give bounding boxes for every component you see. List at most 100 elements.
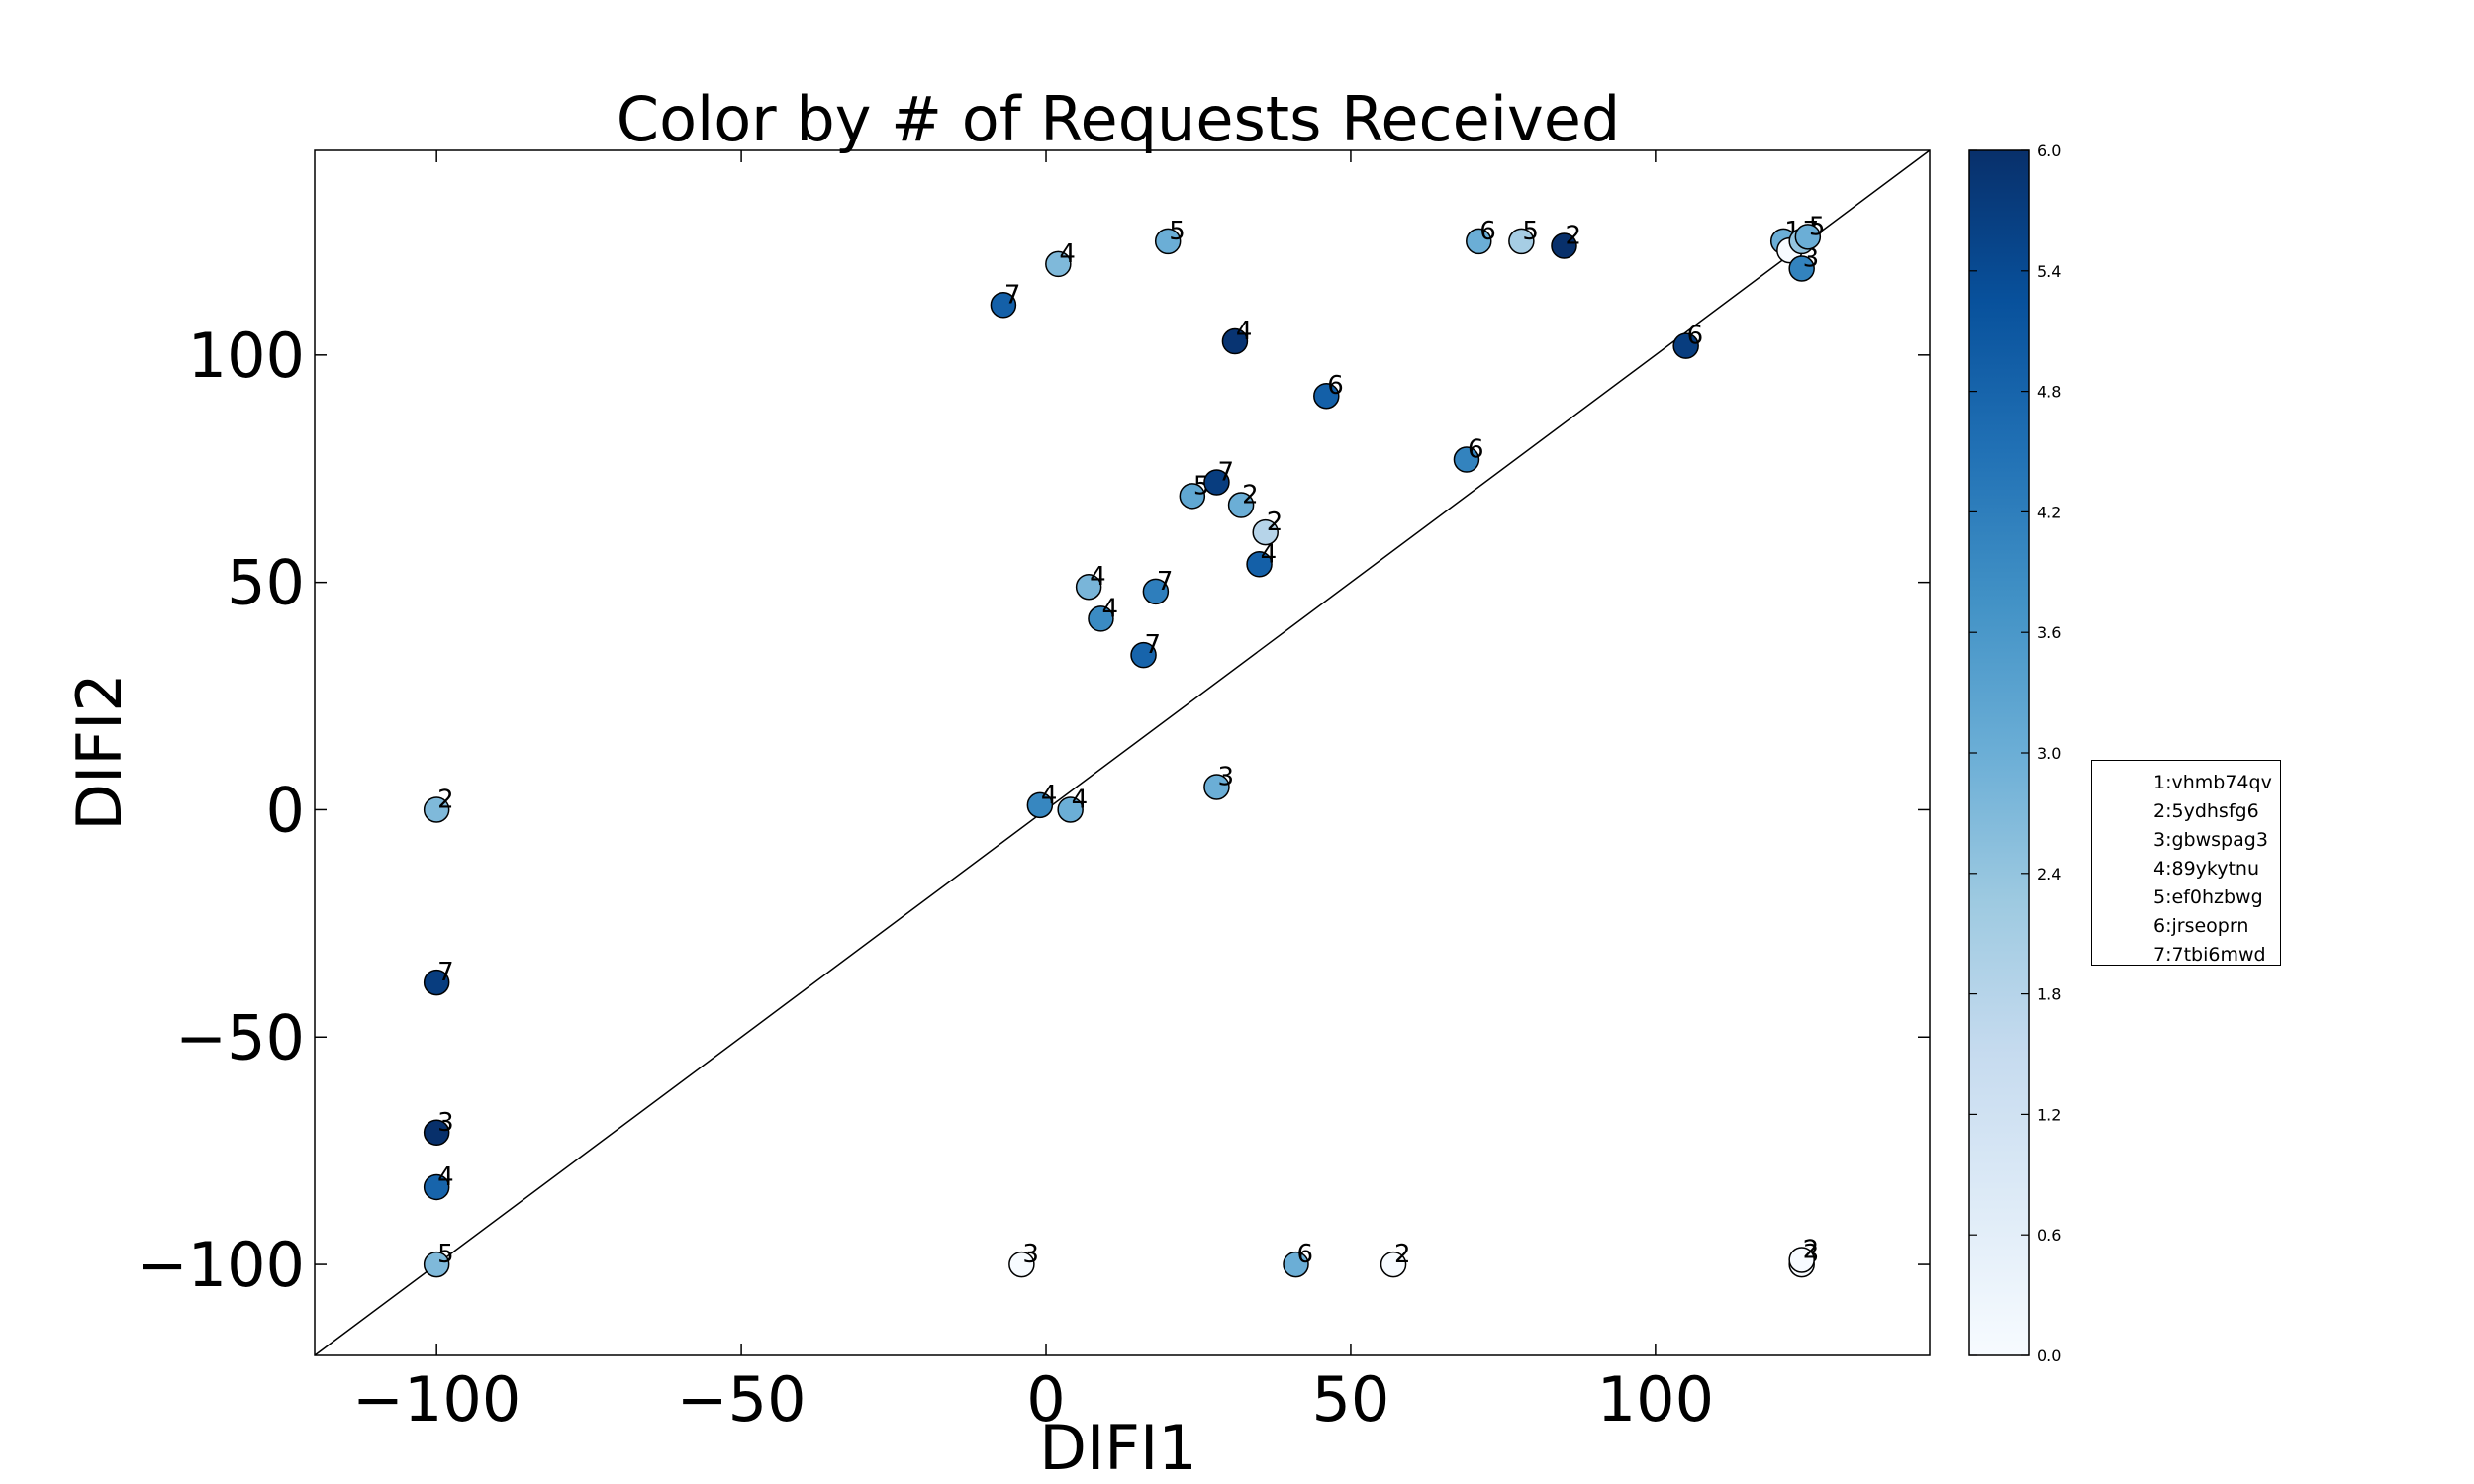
point-label: 6 (1687, 322, 1704, 351)
point-label: 4 (1041, 781, 1058, 810)
colorbar (1968, 149, 2030, 1356)
legend-entry: 4:89ykytnu (2153, 858, 2260, 880)
colorbar-tick-label: 5.4 (2037, 262, 2061, 281)
point-label: 7 (437, 958, 454, 987)
point-label: 3 (1022, 1240, 1039, 1269)
legend-entry: 5:ef0hzbwg (2153, 886, 2263, 908)
point-label: 2 (1242, 481, 1259, 510)
y-tick-label: −50 (175, 1001, 305, 1073)
data-point (1045, 250, 1072, 278)
data-point (1380, 1251, 1407, 1278)
point-label: 2 (437, 785, 454, 814)
data-point (1246, 551, 1273, 578)
data-point (1154, 228, 1182, 255)
data-point (423, 1173, 450, 1201)
data-point (1179, 483, 1206, 510)
data-point (1075, 573, 1102, 601)
point-label: 6 (1468, 435, 1484, 465)
point-label: 5 (437, 1240, 454, 1269)
y-tick-label: 50 (227, 547, 305, 619)
colorbar-tick-label: 4.8 (2037, 383, 2061, 402)
colorbar-tick-label: 1.2 (2037, 1105, 2061, 1124)
data-point (423, 1251, 450, 1278)
legend-entry: 2:5ydhsfg6 (2153, 800, 2259, 822)
legend-entry: 3:gbwspag3 (2153, 829, 2268, 851)
point-label: 7 (1004, 280, 1021, 310)
diagonal-reference-line (314, 149, 1931, 1356)
x-tick-label: 0 (1026, 1363, 1065, 1436)
data-point (1203, 774, 1230, 800)
colorbar-tick-label: 3.0 (2037, 744, 2061, 763)
point-label: 7 (1145, 630, 1162, 660)
data-point (1794, 224, 1822, 250)
data-point (1313, 382, 1340, 410)
point-label: 6 (1479, 217, 1496, 246)
y-tick-label: 0 (266, 774, 305, 846)
y-tick-label: −100 (137, 1229, 305, 1301)
data-point (1508, 228, 1535, 255)
point-label: 2 (1267, 508, 1284, 537)
data-point (1203, 469, 1230, 496)
point-label: 4 (1072, 785, 1089, 814)
point-label: 7 (1157, 567, 1174, 597)
data-point (1130, 641, 1157, 669)
point-label: 4 (437, 1162, 454, 1192)
colorbar-tick-label: 6.0 (2037, 141, 2061, 160)
chart-title: Color by # of Requests Received (617, 83, 1620, 155)
point-label: 5 (1809, 212, 1826, 241)
data-point (1227, 492, 1255, 518)
data-point (1788, 1247, 1815, 1273)
point-label: 4 (1261, 539, 1278, 569)
point-label: 6 (1297, 1240, 1314, 1269)
y-tick-label: 100 (188, 320, 305, 392)
data-point (1252, 518, 1279, 546)
colorbar-tick-label: 4.2 (2037, 503, 2061, 521)
data-point (1088, 605, 1114, 632)
x-tick-label: −100 (352, 1363, 521, 1436)
data-point (1142, 578, 1170, 605)
y-axis-label: DIFI2 (63, 673, 136, 830)
point-label: 5 (1169, 217, 1186, 246)
data-point (1551, 232, 1577, 259)
colorbar-tick-label: 0.6 (2037, 1226, 2061, 1245)
point-label: 2 (1565, 222, 1581, 251)
legend: 1:vhmb74qv 2:5ydhsfg6 3:gbwspag3 4:89ykytnu… (2091, 760, 2281, 966)
data-point (990, 292, 1017, 319)
point-label: 4 (1236, 317, 1253, 346)
legend-entry: 6:jrseoprn (2153, 915, 2249, 937)
point-label: 4 (1101, 594, 1118, 623)
colorbar-tick-label: 0.0 (2037, 1346, 2061, 1365)
data-point (1466, 228, 1492, 255)
data-point (423, 796, 450, 823)
data-point (1057, 796, 1084, 823)
data-point (423, 969, 450, 996)
data-point (1453, 446, 1480, 473)
x-tick-label: 50 (1311, 1363, 1389, 1436)
point-label: 3 (1217, 762, 1234, 791)
point-label: 2 (1803, 1235, 1820, 1264)
point-label: 4 (1090, 562, 1106, 592)
point-label: 5 (1522, 217, 1539, 246)
point-label: 4 (1059, 239, 1076, 269)
point-label: 7 (1217, 458, 1234, 488)
colorbar-tick-label: 3.6 (2037, 623, 2061, 642)
x-axis-label: DIFI1 (1039, 1412, 1196, 1484)
data-point (1283, 1251, 1309, 1278)
colorbar-tick-label: 1.8 (2037, 985, 2061, 1004)
data-point (1008, 1251, 1035, 1278)
legend-entry: 1:vhmb74qv (2153, 772, 2272, 793)
x-tick-label: 100 (1597, 1363, 1714, 1436)
data-point (1026, 791, 1054, 819)
plot-area-frame (314, 149, 1931, 1356)
point-label: 2 (1394, 1240, 1411, 1269)
colorbar-tick-label: 2.4 (2037, 865, 2061, 883)
point-label: 3 (437, 1108, 454, 1138)
data-point (423, 1119, 450, 1147)
legend-entry: 7:7tbi6mwd (2153, 944, 2266, 966)
data-point (1672, 332, 1699, 359)
point-label: 6 (1327, 371, 1344, 401)
data-point (1788, 255, 1815, 282)
data-point (1221, 327, 1249, 355)
